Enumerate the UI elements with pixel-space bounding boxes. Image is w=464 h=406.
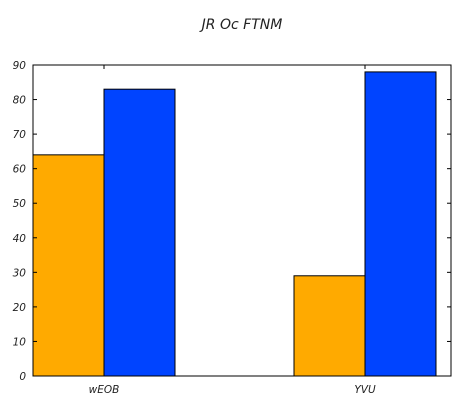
y-tick-label: 30: [13, 267, 27, 279]
bar-series2-yvu: [365, 72, 436, 376]
bar-series2-weob: [104, 89, 175, 376]
x-tick-label: wEOB: [89, 384, 120, 396]
bar-series1-yvu: [294, 276, 365, 376]
y-tick-label: 50: [13, 198, 27, 210]
y-tick-label: 0: [19, 371, 26, 383]
y-tick-label: 80: [13, 95, 27, 107]
y-tick-label: 20: [13, 302, 27, 314]
y-tick-label: 60: [13, 164, 27, 176]
x-tick-label: YVU: [354, 384, 376, 396]
y-tick-label: 90: [13, 60, 27, 72]
bar-series1-weob: [33, 155, 104, 376]
y-tick-label: 40: [13, 233, 27, 245]
y-tick-label: 10: [13, 336, 27, 348]
y-tick-label: 70: [13, 129, 27, 141]
chart-title: JR Oc FTNM: [199, 17, 283, 33]
